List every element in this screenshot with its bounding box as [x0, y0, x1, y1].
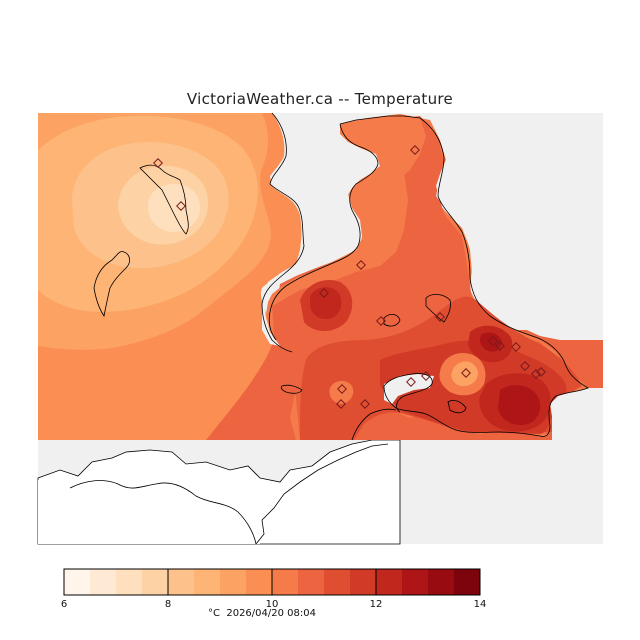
station-marker[interactable]: [421, 371, 431, 381]
station-marker[interactable]: [461, 368, 471, 378]
colorbar-swatch: [376, 569, 403, 595]
station-marker[interactable]: [176, 201, 186, 211]
coastlines: [93, 112, 589, 441]
station-marker[interactable]: [410, 145, 420, 155]
station-marker[interactable]: [360, 399, 370, 409]
temperature-field: [38, 113, 603, 440]
unit-label: °C: [208, 608, 220, 619]
colorbar-tick-label: 12: [370, 599, 383, 610]
strait-north-water: [262, 113, 380, 346]
colorbar-caption: °C 2026/04/20 08:04: [208, 608, 316, 619]
station-marker[interactable]: [376, 316, 386, 326]
coast-small-island-3: [383, 314, 401, 327]
station-marker[interactable]: [536, 367, 546, 377]
field-north-tip: [340, 114, 426, 180]
strait-east-water: [436, 113, 603, 340]
coast-west-island-north: [139, 164, 189, 235]
station-marker[interactable]: [495, 341, 505, 351]
coast-east-peninsula: [255, 443, 389, 545]
coast-south-shore: [351, 373, 541, 441]
colorbar-swatch: [324, 569, 351, 595]
station-marker[interactable]: [406, 377, 416, 387]
colorbar-swatch: [194, 569, 221, 595]
colorbar-swatch: [168, 569, 195, 595]
colorbar-tick-label: 14: [474, 599, 487, 610]
coast-east-island-east: [419, 117, 589, 437]
coast-west-mainland: [261, 112, 305, 353]
strait-south-inlet: [384, 374, 434, 404]
coast-small-island-1: [280, 384, 303, 394]
station-marker[interactable]: [488, 336, 498, 346]
station-marker[interactable]: [336, 399, 346, 409]
coast-east-island-west: [268, 115, 421, 341]
field-warm-pocket-2: [310, 287, 342, 320]
coast-south-inlet: [69, 480, 257, 545]
station-marker[interactable]: [520, 361, 530, 371]
colorbar-ticks: [63, 569, 481, 595]
field-east-contour-5: [498, 385, 541, 426]
station-marker[interactable]: [319, 288, 329, 298]
colorbar-swatch: [428, 569, 455, 595]
colorbar-swatch: [142, 569, 169, 595]
mainland-south-fill: [38, 480, 260, 544]
coast-west-island-south: [93, 251, 130, 318]
colorbar-swatches: [64, 569, 481, 595]
colorbar-swatch: [246, 569, 273, 595]
colorbar-swatch: [402, 569, 429, 595]
colorbar-tick-label: 8: [165, 599, 171, 610]
field-west-contour-5: [148, 184, 200, 232]
station-marker[interactable]: [511, 342, 521, 352]
colorbar-swatch: [220, 569, 247, 595]
field-cool-pocket-2: [451, 361, 478, 387]
coast-small-island-4: [447, 400, 467, 414]
map-title: VictoriaWeather.ca -- Temperature: [186, 90, 454, 108]
coast-small-island-2: [425, 294, 451, 323]
colorbar-tick-labels: 6 8 10 12 14: [61, 599, 487, 610]
strait-southeast-water: [550, 388, 603, 440]
colorbar-tick-label: 6: [61, 599, 67, 610]
timestamp-label: 2026/04/20 08:04: [226, 608, 316, 619]
colorbar-swatch: [90, 569, 117, 595]
station-markers: [153, 145, 546, 409]
colorbar-tick-label: 10: [266, 599, 279, 610]
colorbar-swatch: [298, 569, 325, 595]
colorbar-swatch: [64, 569, 91, 595]
station-marker[interactable]: [356, 260, 366, 270]
colorbar-swatch: [350, 569, 377, 595]
station-marker[interactable]: [435, 312, 445, 322]
colorbar-swatch: [272, 569, 299, 595]
station-marker[interactable]: [531, 369, 541, 379]
station-marker[interactable]: [153, 158, 163, 168]
colorbar-swatch: [454, 569, 481, 595]
station-marker[interactable]: [337, 384, 347, 394]
colorbar-swatch: [116, 569, 143, 595]
